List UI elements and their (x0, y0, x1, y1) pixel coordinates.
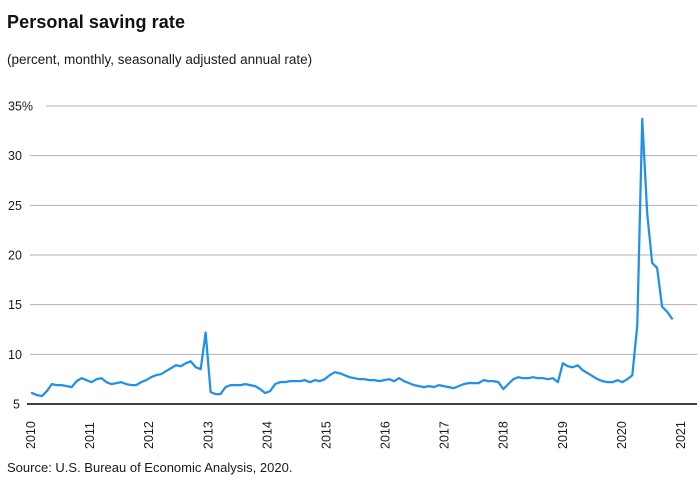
x-tick-label: 2018 (497, 421, 511, 449)
y-tick-label: 20 (8, 249, 22, 263)
x-tick-label: 2013 (201, 421, 215, 449)
chart-title: Personal saving rate (7, 12, 186, 32)
y-tick-label: 30 (8, 149, 22, 163)
x-tick-label: 2011 (83, 422, 97, 449)
x-tick-label: 2012 (142, 421, 156, 449)
chart-subtitle: (percent, monthly, seasonally adjusted a… (7, 52, 313, 67)
saving-rate-line (30, 117, 674, 398)
x-tick-label: 2016 (379, 421, 393, 449)
source-note: Source: U.S. Bureau of Economic Analysis… (7, 460, 293, 475)
y-tick-label: 5 (13, 398, 20, 412)
y-tick-label: 10 (8, 348, 22, 362)
x-tick-label: 2010 (24, 421, 38, 449)
x-tick-label: 2017 (438, 421, 452, 449)
x-tick-label: 2020 (615, 421, 629, 449)
x-tick-label: 2014 (260, 421, 274, 449)
y-tick-label: 15 (8, 298, 22, 312)
x-tick-label: 2019 (556, 421, 570, 449)
y-tick-label: 35% (8, 100, 33, 114)
x-tick-label: 2015 (319, 421, 333, 449)
x-tick-label: 2021 (674, 421, 688, 449)
y-tick-label: 25 (8, 199, 22, 213)
